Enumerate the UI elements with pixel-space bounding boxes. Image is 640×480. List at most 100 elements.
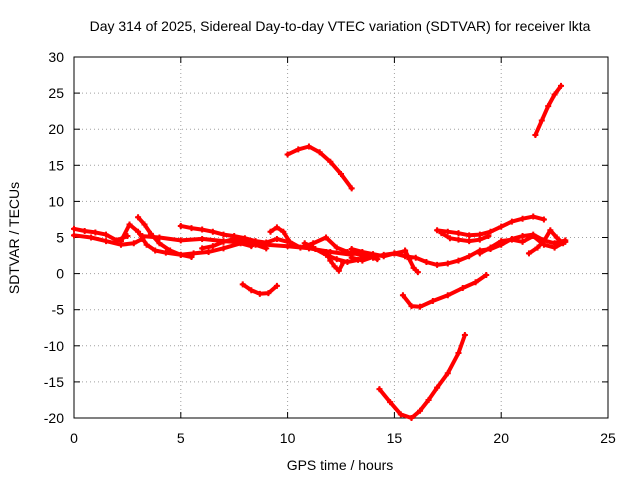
data-arc-arc-20 xyxy=(400,273,489,309)
data-point xyxy=(156,240,163,247)
data-point xyxy=(263,245,270,252)
y-tick-label: -15 xyxy=(44,374,64,390)
data-point xyxy=(188,225,195,232)
data-point xyxy=(220,238,227,245)
y-tick-label: 30 xyxy=(48,49,64,65)
data-point xyxy=(551,244,558,251)
data-point xyxy=(466,253,473,260)
data-point xyxy=(387,399,394,406)
data-point xyxy=(485,233,492,240)
data-point xyxy=(156,234,163,241)
data-point xyxy=(280,228,287,235)
data-point xyxy=(417,407,424,414)
data-point xyxy=(455,236,462,243)
data-point xyxy=(103,238,110,245)
data-point xyxy=(135,228,142,235)
data-point xyxy=(410,264,417,271)
data-point xyxy=(209,228,216,235)
data-point xyxy=(434,384,441,391)
data-point xyxy=(540,216,547,223)
data-point xyxy=(71,232,77,239)
grid xyxy=(74,57,608,418)
data-point xyxy=(190,250,197,257)
data-point xyxy=(498,223,505,230)
data-point xyxy=(92,229,99,236)
data-point xyxy=(483,272,490,279)
data-point xyxy=(323,234,330,241)
y-tick-label: 5 xyxy=(56,230,64,246)
data-point xyxy=(434,261,441,268)
data-point xyxy=(88,234,95,241)
data-point xyxy=(305,143,312,150)
data-point xyxy=(177,222,184,229)
data-point xyxy=(338,170,344,177)
data-point xyxy=(71,225,77,232)
data-arc-arc-21 xyxy=(377,333,467,420)
data-point xyxy=(231,235,238,242)
data-point xyxy=(143,241,150,248)
data-arc-arc-22 xyxy=(533,83,563,137)
data-point xyxy=(444,292,451,299)
data-point xyxy=(466,238,473,245)
data-point xyxy=(241,238,248,245)
x-tick-label: 20 xyxy=(493,430,509,446)
data-point xyxy=(273,224,280,231)
data-point xyxy=(399,292,406,299)
y-tick-label: 0 xyxy=(56,266,64,282)
y-tick-label: -10 xyxy=(44,338,64,354)
data-point xyxy=(220,245,227,252)
chart-title: Day 314 of 2025, Sidereal Day-to-day VTE… xyxy=(90,18,591,34)
data-point xyxy=(333,244,340,251)
data-point xyxy=(340,259,347,266)
data-point xyxy=(141,221,148,228)
data-point xyxy=(525,250,532,257)
data-point xyxy=(476,236,483,243)
data-point xyxy=(297,244,304,251)
data-point xyxy=(139,233,146,240)
data-point xyxy=(312,246,319,253)
data-point xyxy=(81,228,88,235)
data-point xyxy=(408,303,415,310)
data-point xyxy=(558,82,565,89)
data-arc-arc-13 xyxy=(403,248,420,275)
data-point xyxy=(205,248,212,255)
data-point xyxy=(199,245,206,252)
data-point xyxy=(498,238,505,245)
data-point xyxy=(560,240,567,247)
data-point xyxy=(359,257,366,264)
data-point xyxy=(455,257,462,264)
data-point xyxy=(402,247,409,254)
data-series xyxy=(71,82,569,421)
data-point xyxy=(519,215,526,222)
data-point xyxy=(188,253,195,260)
data-point xyxy=(423,259,430,266)
y-axis-label: SDTVAR / TECUs xyxy=(6,182,22,294)
data-point xyxy=(444,260,451,267)
data-point xyxy=(310,240,317,247)
data-point xyxy=(252,241,259,248)
data-point xyxy=(359,248,366,255)
data-point xyxy=(286,238,293,245)
data-point xyxy=(256,290,263,297)
data-point xyxy=(295,146,302,153)
data-point xyxy=(545,103,552,110)
data-point xyxy=(476,250,483,257)
data-point xyxy=(333,256,340,263)
data-point xyxy=(273,282,280,289)
data-point xyxy=(348,185,355,192)
data-point xyxy=(380,253,387,260)
data-point xyxy=(103,231,110,238)
data-point xyxy=(135,214,142,221)
data-point xyxy=(459,285,466,292)
data-point xyxy=(177,237,184,244)
data-point xyxy=(199,235,206,242)
data-point xyxy=(126,221,133,228)
data-point xyxy=(530,233,537,240)
data-point xyxy=(547,227,554,234)
data-point xyxy=(429,298,436,305)
data-point xyxy=(273,235,280,242)
data-point xyxy=(316,149,323,156)
data-point xyxy=(220,231,227,238)
data-point xyxy=(331,263,338,270)
